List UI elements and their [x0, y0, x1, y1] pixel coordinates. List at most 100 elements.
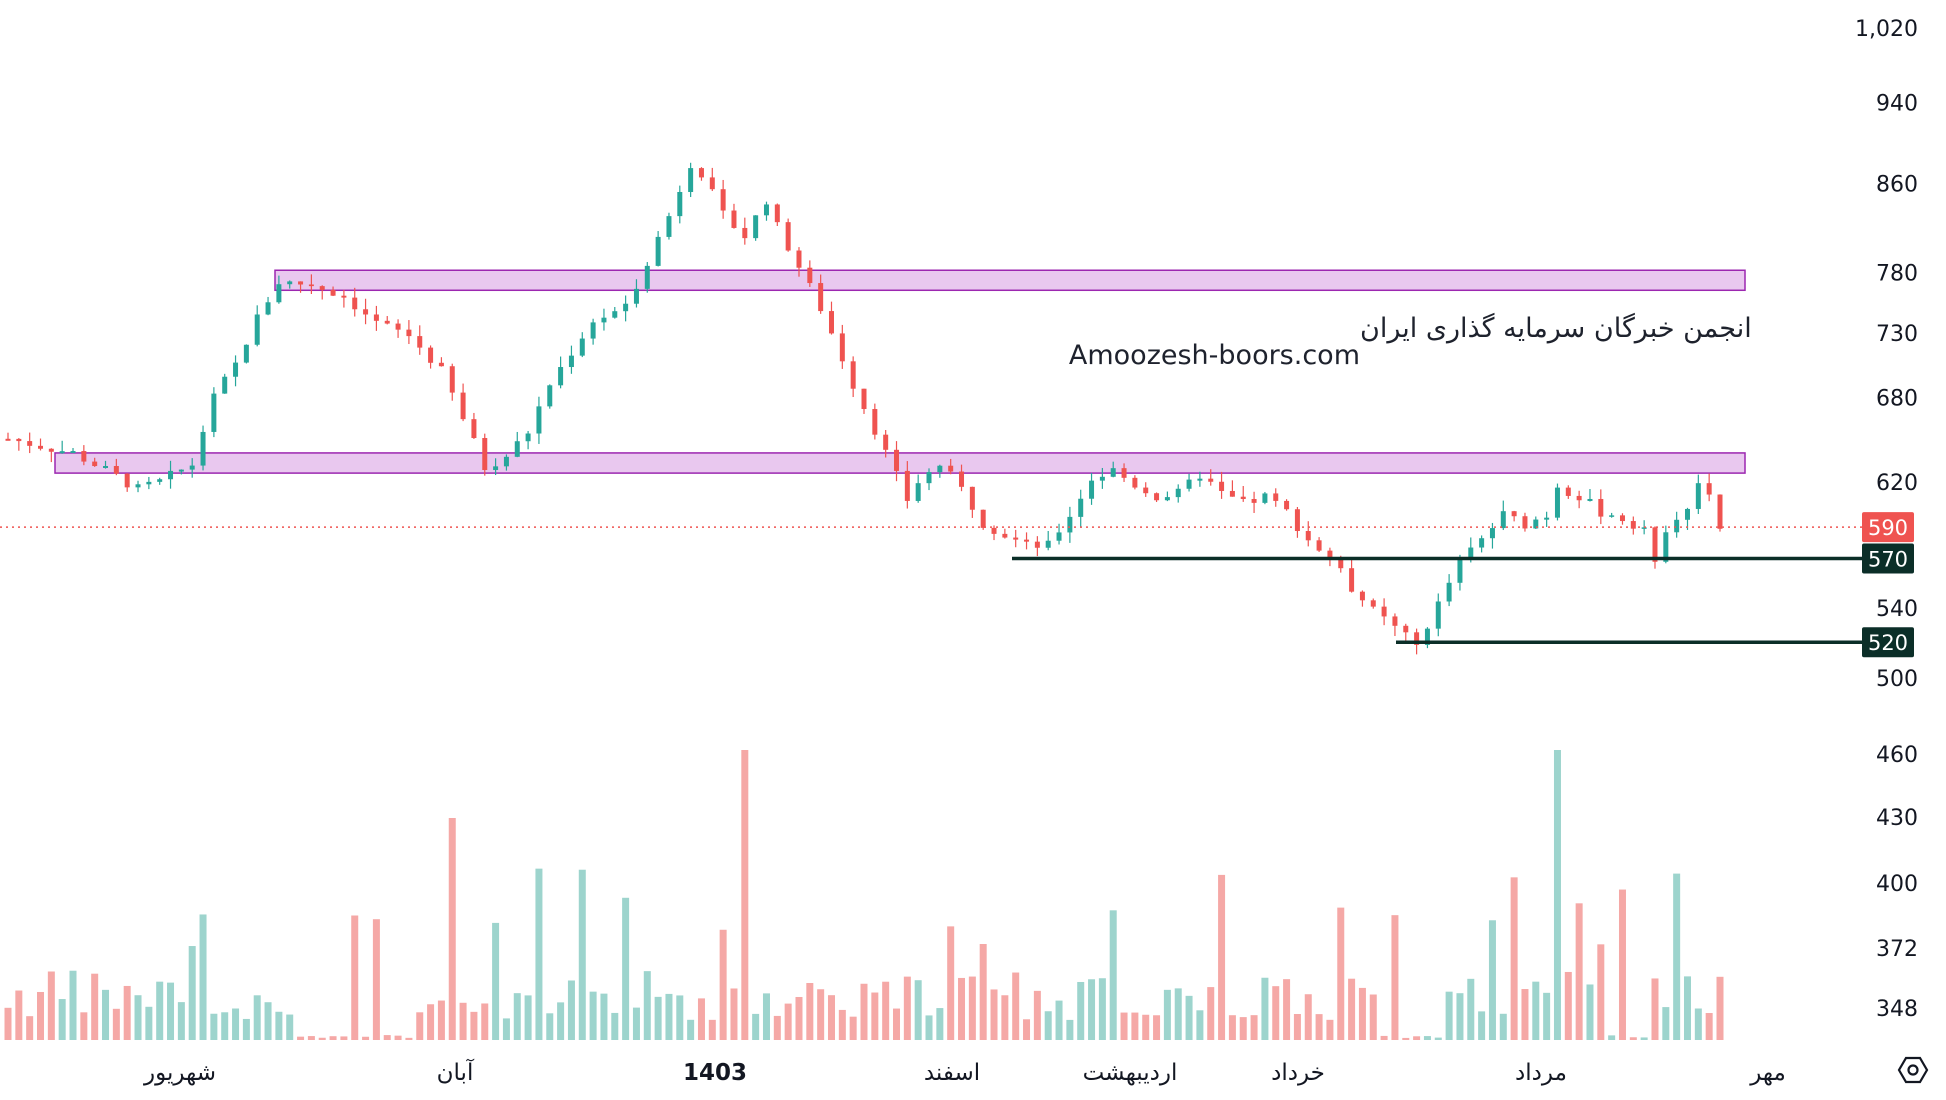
current-price-badge-label: 590 — [1868, 516, 1908, 540]
candle-body — [168, 470, 174, 480]
candle-body — [1695, 483, 1701, 509]
candle-body — [254, 314, 260, 345]
candle-body — [1457, 558, 1463, 583]
candle-body — [330, 289, 336, 296]
volume-bar — [1293, 1014, 1301, 1040]
candle-body — [1489, 528, 1495, 539]
watermark: انجمن خبرگان سرمایه گذاری ایران Amoozesh… — [1069, 312, 1752, 371]
volume-bar — [697, 998, 705, 1040]
candle-body — [677, 191, 683, 217]
volume-bar — [567, 980, 575, 1040]
candle-body — [1197, 478, 1203, 481]
time-tick-label: خرداد — [1271, 1060, 1325, 1086]
candle-body — [612, 311, 618, 318]
volume-bar — [210, 1013, 218, 1040]
volume-bar — [741, 750, 749, 1040]
candle-body — [948, 465, 954, 472]
candle-body — [991, 527, 997, 534]
candle-body — [1392, 616, 1398, 626]
volume-bar — [15, 990, 23, 1040]
volume-bar — [91, 973, 99, 1040]
volume-bar — [979, 944, 987, 1040]
candle-body — [1132, 477, 1138, 488]
candle-body — [720, 189, 726, 211]
volume-bar — [481, 1003, 489, 1040]
candle-body — [839, 333, 845, 362]
candle-body — [1349, 568, 1355, 592]
candle-body — [872, 409, 878, 435]
candle-body — [1002, 533, 1008, 538]
volume-bar — [1629, 1037, 1637, 1040]
volume-tick-label: 348 — [1876, 997, 1918, 1022]
time-axis[interactable]: شهریور آبان 1403 اسفند اردیبهشت خرداد مرداد مهر — [143, 1058, 1786, 1086]
volume-bar — [145, 1006, 153, 1040]
volume-bar — [405, 1037, 413, 1040]
volume-bar — [643, 971, 651, 1040]
candle-body — [1078, 498, 1084, 517]
volume-bar — [730, 988, 738, 1040]
candle-body — [1652, 527, 1658, 562]
volume-bar — [784, 1003, 792, 1040]
candle-body — [1229, 490, 1235, 497]
volume-bar — [1012, 972, 1020, 1040]
volume-bar — [795, 996, 803, 1040]
volume-bar — [1272, 986, 1280, 1040]
volume-bar — [827, 995, 835, 1040]
volume-bar — [199, 914, 207, 1040]
volume-bar — [1250, 1015, 1258, 1040]
candle-body — [731, 210, 737, 228]
volume-bar — [958, 977, 966, 1040]
candle-body — [1587, 498, 1593, 501]
candle-body — [1554, 487, 1560, 518]
volume-bar — [1109, 910, 1117, 1040]
candle-body — [157, 479, 163, 482]
candle-body — [493, 466, 499, 471]
volume-tick-label: 400 — [1876, 872, 1918, 897]
time-tick-label: اسفند — [924, 1060, 980, 1086]
candle-body — [1522, 516, 1528, 529]
price-tick-label: 500 — [1876, 667, 1918, 692]
volume-bar — [687, 1019, 695, 1040]
volume-bar — [1131, 1012, 1139, 1040]
volume-bar — [882, 981, 890, 1040]
volume-bar — [253, 995, 261, 1040]
candle-body — [1284, 500, 1290, 510]
volume-bar — [524, 995, 532, 1040]
volume-bar — [1326, 1019, 1334, 1040]
current-price-badge — [1862, 512, 1914, 543]
volume-bar — [1532, 981, 1540, 1040]
price-tick-label: 1,020 — [1855, 17, 1918, 42]
candle-body — [200, 431, 206, 466]
volume-bar — [1337, 907, 1345, 1040]
candle-body — [1305, 531, 1311, 541]
candle-body — [601, 317, 607, 323]
candle-body — [1186, 479, 1192, 489]
candle-body — [265, 302, 271, 315]
candle-body — [1706, 483, 1712, 495]
resistance-zone — [274, 269, 1746, 292]
candle-body — [980, 509, 986, 528]
candle-body — [406, 329, 412, 337]
price-tick-label: 860 — [1876, 173, 1918, 198]
volume-bar — [1033, 990, 1041, 1040]
volume-bar — [1608, 1035, 1616, 1040]
volume-bar — [654, 996, 662, 1040]
price-badges: 590 570 520 — [1862, 512, 1914, 658]
volume-bar — [752, 1013, 760, 1040]
volume-bar — [1543, 992, 1551, 1040]
volume-bar — [1358, 987, 1366, 1040]
candle-body — [1327, 550, 1333, 560]
time-tick-label: 1403 — [683, 1060, 747, 1086]
volume-bar — [1142, 1014, 1150, 1040]
candle-body — [1435, 601, 1441, 629]
candle-body — [1609, 515, 1615, 517]
price-axis[interactable]: 1,020 940 860 780 730 680 620 540 500 — [1855, 17, 1918, 692]
chart-settings-icon[interactable] — [1896, 1053, 1930, 1087]
candle-body — [1403, 625, 1409, 633]
candle-body — [135, 484, 141, 488]
volume-bar — [307, 1036, 315, 1040]
volume-bar — [773, 1015, 781, 1040]
candle-body — [1034, 541, 1040, 548]
volume-bar — [1348, 978, 1356, 1040]
